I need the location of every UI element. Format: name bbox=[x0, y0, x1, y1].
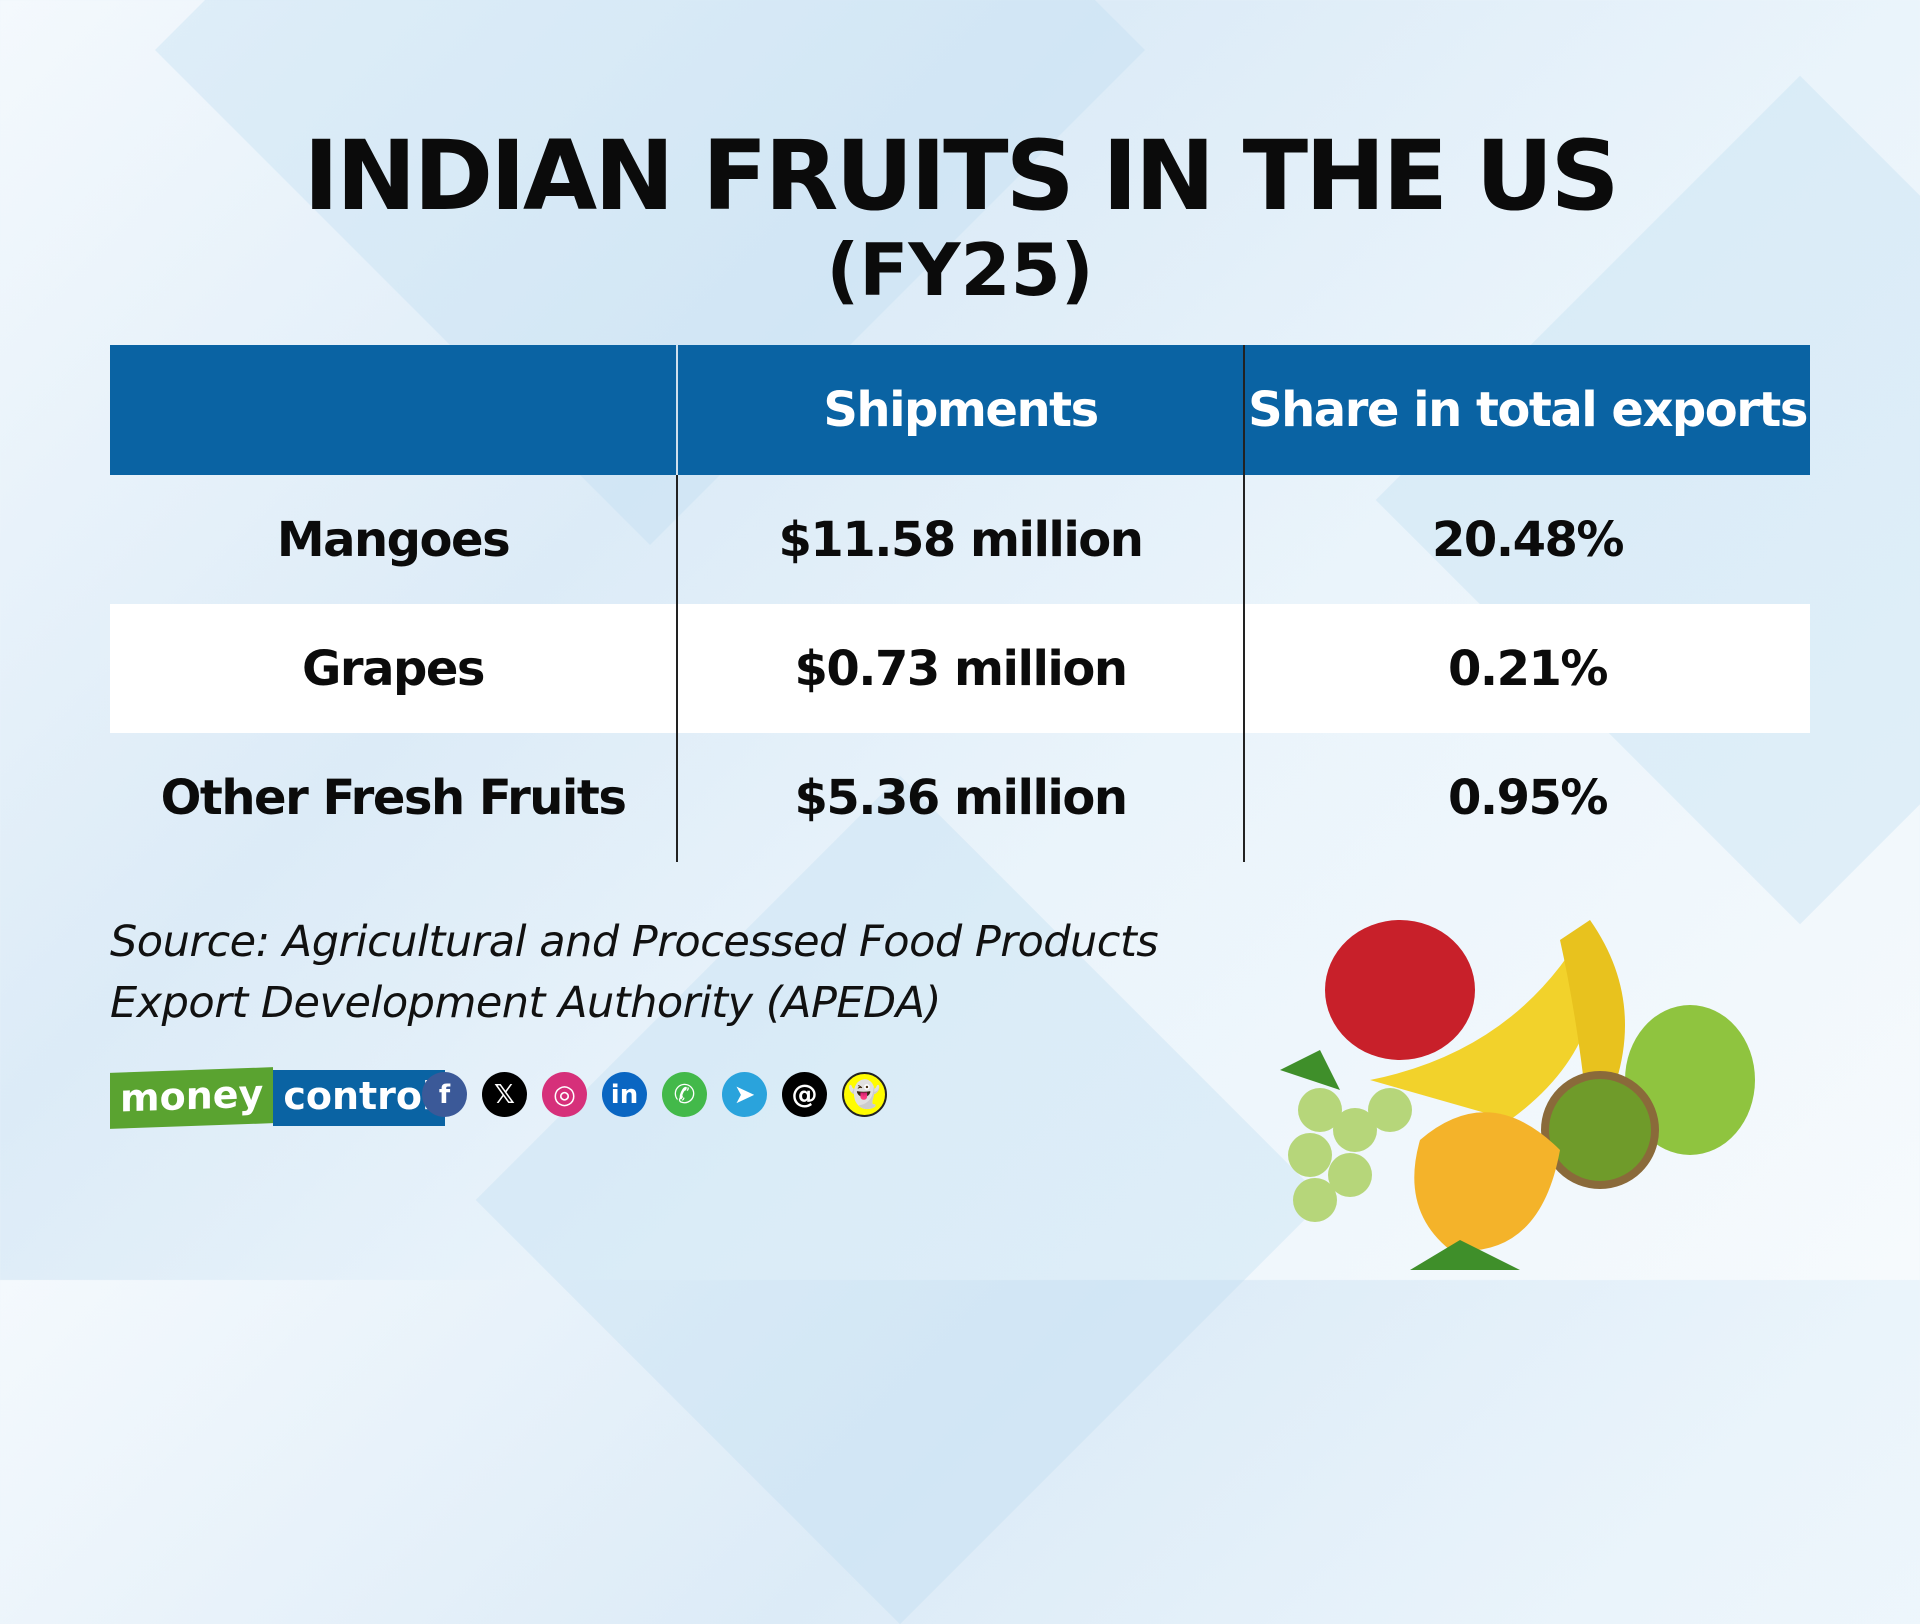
source-line-2: Export Development Authority (APEDA) bbox=[110, 978, 941, 1028]
share-cell: 0.21% bbox=[1243, 604, 1810, 733]
fruit-cell: Mangoes bbox=[276, 511, 511, 568]
header-blank bbox=[110, 345, 678, 475]
share-cell: 20.48% bbox=[1243, 475, 1810, 604]
header-shipments: Shipments bbox=[676, 345, 1244, 475]
table-row: Grapes $0.73 million 0.21% bbox=[110, 604, 1810, 733]
whatsapp-icon[interactable]: ✆ bbox=[662, 1072, 707, 1117]
table-row: Mangoes $11.58 million 20.48% bbox=[110, 475, 1810, 604]
mango-slice-shape bbox=[1414, 1112, 1560, 1251]
grapes-shape bbox=[1288, 1088, 1412, 1222]
kiwi-shape bbox=[1541, 1071, 1659, 1189]
bg-shape bbox=[475, 775, 1325, 1624]
table-header-row: Shipments Share in total exports bbox=[110, 345, 1810, 475]
shipments-cell: $11.58 million bbox=[676, 475, 1244, 604]
logo-part-control: control bbox=[273, 1070, 446, 1126]
leaf-shape bbox=[1280, 1050, 1520, 1270]
fruit-cell: Grapes bbox=[110, 604, 677, 733]
apple-shape bbox=[1325, 920, 1475, 1060]
snapchat-icon[interactable]: 👻 bbox=[842, 1072, 887, 1117]
source-note: Source: Agricultural and Processed Food … bbox=[110, 912, 1159, 1034]
source-line-1: Source: Agricultural and Processed Food … bbox=[110, 917, 1159, 967]
telegram-icon[interactable]: ➤ bbox=[722, 1072, 767, 1117]
exports-table: Shipments Share in total exports Mangoes… bbox=[110, 345, 1810, 862]
logo-part-money: money bbox=[110, 1067, 274, 1129]
threads-icon[interactable]: @ bbox=[782, 1072, 827, 1117]
fruit-cell: Other Fresh Fruits bbox=[160, 769, 627, 826]
x-icon[interactable]: 𝕏 bbox=[482, 1072, 527, 1117]
table-row: Other Fresh Fruits $5.36 million 0.95% bbox=[110, 733, 1810, 862]
share-cell: 0.95% bbox=[1243, 733, 1810, 862]
header-share: Share in total exports bbox=[1243, 345, 1810, 475]
page-subtitle: (FY25) bbox=[826, 228, 1094, 312]
linkedin-icon[interactable]: in bbox=[602, 1072, 647, 1117]
social-icons: f 𝕏 ◎ in ✆ ➤ @ 👻 bbox=[422, 1072, 887, 1117]
moneycontrol-logo[interactable]: money control bbox=[110, 1067, 446, 1129]
fruit-illustration bbox=[1280, 920, 1755, 1270]
banana-shape bbox=[1370, 920, 1597, 1120]
page-title: INDIAN FRUITS IN THE US bbox=[303, 120, 1619, 232]
instagram-icon[interactable]: ◎ bbox=[542, 1072, 587, 1117]
shipments-cell: $0.73 million bbox=[676, 604, 1244, 733]
shipments-cell: $5.36 million bbox=[676, 733, 1244, 862]
facebook-icon[interactable]: f bbox=[422, 1072, 467, 1117]
